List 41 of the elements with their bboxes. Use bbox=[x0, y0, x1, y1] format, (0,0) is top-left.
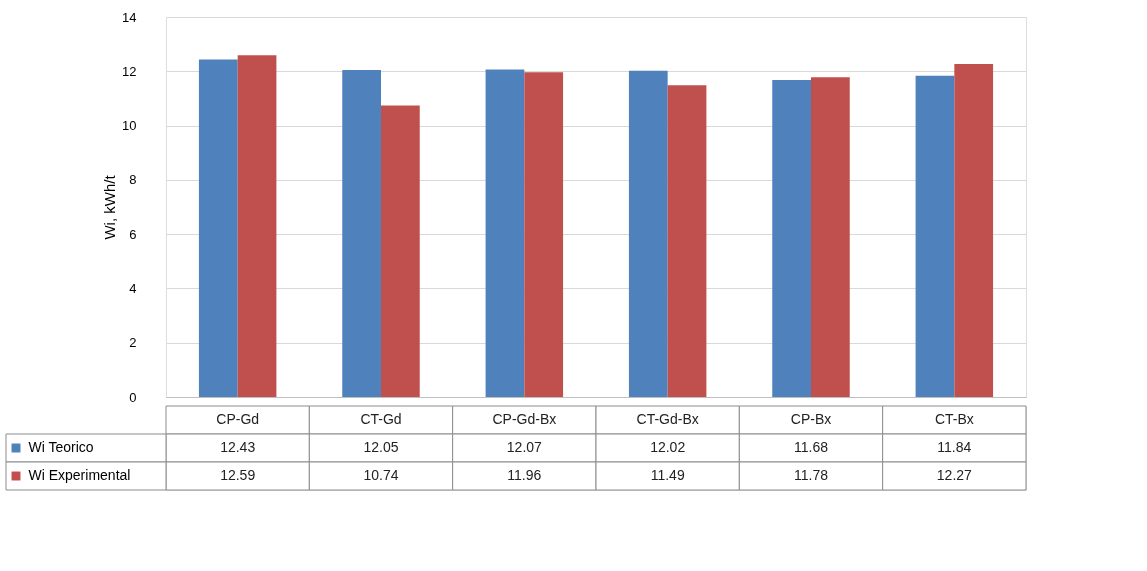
bar bbox=[198, 59, 238, 397]
x-tick-label: CP-Gd-Bx bbox=[492, 411, 557, 427]
y-tick-label: 10 bbox=[122, 118, 137, 134]
x-tick-label: CT-Bx bbox=[934, 411, 974, 427]
legend-label: Wi Teorico bbox=[28, 439, 94, 455]
y-axis-title: Wi, kWh/t bbox=[101, 174, 119, 240]
bar bbox=[381, 105, 420, 397]
y-tick-label: 6 bbox=[129, 226, 137, 242]
data-label: 12.07 bbox=[506, 439, 543, 455]
y-tick-label: 4 bbox=[129, 280, 137, 296]
bar bbox=[342, 69, 381, 397]
bar bbox=[772, 79, 811, 397]
data-label: 12.43 bbox=[220, 439, 256, 455]
data-label: 11.84 bbox=[937, 439, 972, 455]
data-label: 10.74 bbox=[363, 467, 399, 483]
y-tick-label: 2 bbox=[129, 335, 137, 351]
bar bbox=[628, 70, 668, 397]
legend-label: Wi Experimental bbox=[28, 467, 131, 483]
x-tick-label: CT-Gd bbox=[360, 411, 402, 427]
bar bbox=[667, 85, 707, 397]
bar bbox=[237, 55, 277, 397]
data-label: 12.05 bbox=[363, 439, 399, 455]
x-tick-label: CT-Gd-Bx bbox=[636, 411, 699, 427]
bar bbox=[524, 72, 564, 397]
bar bbox=[485, 69, 525, 397]
data-label: 11.68 bbox=[794, 439, 829, 455]
bar bbox=[954, 63, 994, 397]
data-label: 11.78 bbox=[794, 467, 829, 483]
y-tick-label: 14 bbox=[122, 9, 137, 25]
data-label: 12.27 bbox=[936, 467, 973, 483]
bar bbox=[811, 77, 850, 397]
data-label: 12.02 bbox=[650, 439, 686, 455]
data-label: 11.96 bbox=[507, 467, 542, 483]
y-tick-label: 0 bbox=[129, 389, 137, 405]
bar bbox=[915, 75, 955, 397]
x-tick-label: CP-Bx bbox=[790, 411, 832, 427]
data-label: 11.49 bbox=[650, 467, 685, 483]
data-label: 12.59 bbox=[220, 467, 256, 483]
y-tick-label: 8 bbox=[129, 172, 137, 188]
x-tick-label: CP-Gd bbox=[216, 411, 260, 427]
y-tick-label: 12 bbox=[122, 63, 137, 79]
